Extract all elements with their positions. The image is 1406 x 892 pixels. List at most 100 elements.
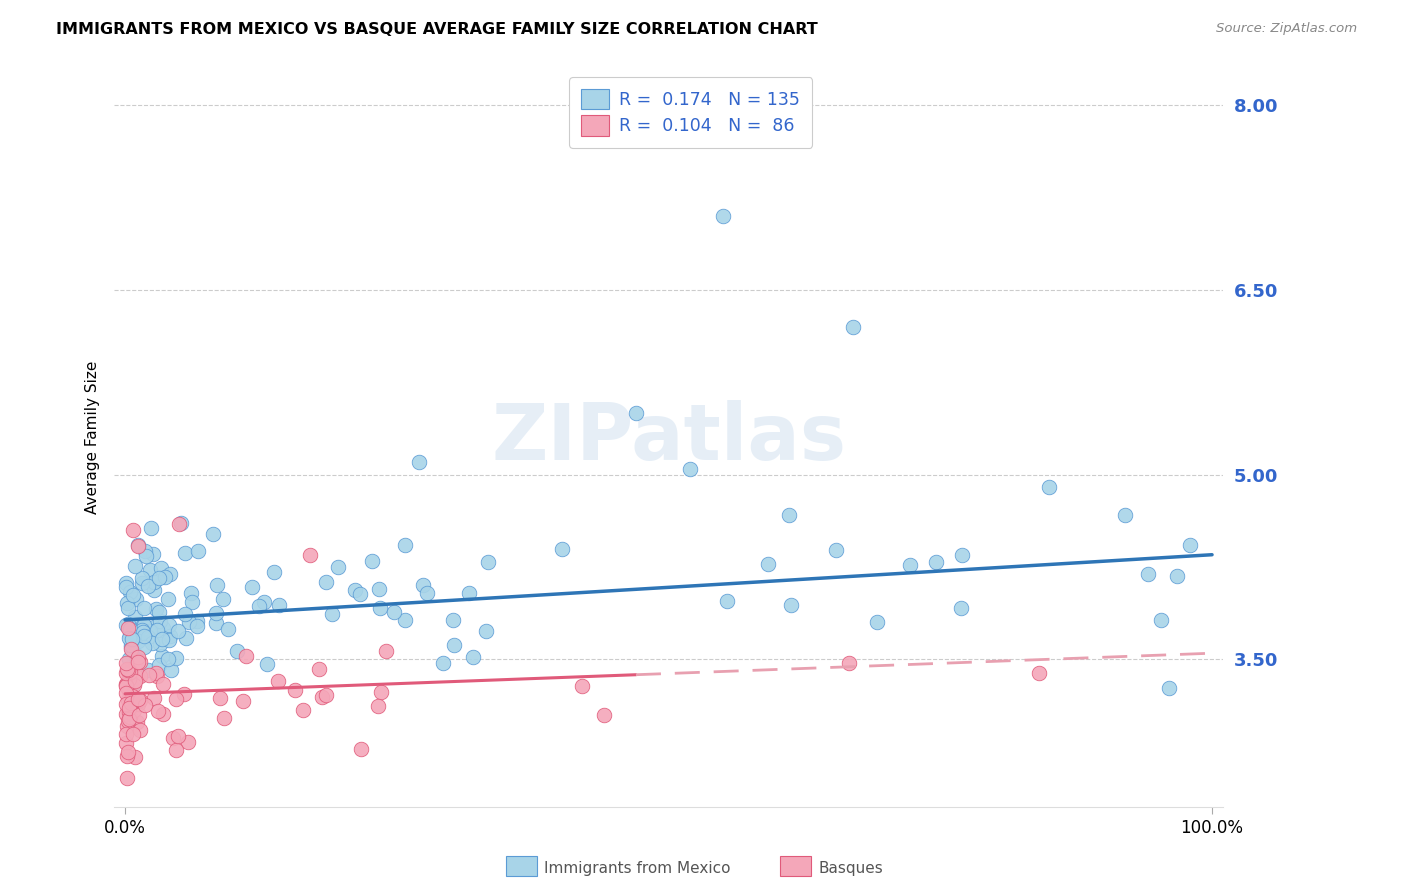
Point — [177, 615, 200, 629]
Point — [120, 626, 142, 640]
Point — [173, 687, 195, 701]
Point — [166, 624, 188, 638]
Point — [463, 649, 485, 664]
Point — [292, 703, 315, 717]
Point — [181, 595, 204, 609]
Point — [477, 555, 499, 569]
Point — [124, 610, 146, 624]
Point — [132, 630, 155, 644]
Point — [253, 595, 276, 609]
Point — [165, 743, 187, 757]
Point — [138, 563, 160, 577]
Point — [115, 666, 138, 681]
Point — [135, 549, 157, 563]
Point — [186, 619, 208, 633]
Point — [408, 455, 430, 469]
Point — [838, 656, 860, 670]
Point — [134, 698, 156, 712]
Point — [143, 574, 166, 589]
Point — [159, 567, 181, 582]
Point — [129, 692, 152, 706]
Point — [115, 618, 138, 632]
Point — [131, 571, 153, 585]
Text: IMMIGRANTS FROM MEXICO VS BASQUE AVERAGE FAMILY SIZE CORRELATION CHART: IMMIGRANTS FROM MEXICO VS BASQUE AVERAGE… — [56, 22, 818, 37]
Point — [127, 655, 149, 669]
Point — [394, 613, 416, 627]
Point — [115, 697, 138, 711]
Text: Immigrants from Mexico: Immigrants from Mexico — [544, 862, 731, 876]
Point — [173, 546, 195, 560]
Point — [138, 624, 160, 638]
Point — [118, 651, 141, 665]
Point — [679, 461, 702, 475]
Point — [1157, 681, 1180, 695]
Point — [115, 677, 138, 691]
Point — [235, 648, 257, 663]
Point — [1166, 568, 1188, 582]
Point — [142, 620, 165, 634]
Point — [115, 719, 138, 733]
Point — [120, 665, 142, 679]
Point — [125, 592, 148, 607]
Point — [360, 554, 382, 568]
Point — [127, 539, 149, 553]
Point — [121, 647, 143, 661]
Point — [778, 508, 800, 522]
Point — [121, 588, 143, 602]
Point — [174, 607, 197, 622]
Point — [624, 406, 647, 420]
Point — [118, 666, 141, 681]
Point — [394, 538, 416, 552]
Point — [148, 571, 170, 585]
Point — [284, 683, 307, 698]
Point — [263, 565, 285, 579]
Point — [475, 624, 498, 638]
Point — [368, 582, 391, 596]
Point — [132, 618, 155, 632]
Point — [267, 598, 290, 612]
Point — [121, 523, 143, 537]
Point — [132, 600, 155, 615]
Point — [148, 704, 170, 718]
Point — [115, 736, 138, 750]
Point — [115, 706, 138, 721]
Point — [711, 209, 734, 223]
Point — [169, 516, 191, 531]
Point — [1137, 566, 1160, 581]
Point — [117, 714, 139, 728]
Point — [416, 586, 439, 600]
Point — [128, 708, 150, 723]
Point — [756, 557, 779, 571]
Point — [176, 632, 198, 646]
Point — [368, 600, 391, 615]
Point — [187, 544, 209, 558]
Point — [129, 669, 152, 683]
Point — [146, 669, 169, 683]
Point — [367, 699, 389, 714]
Point — [186, 614, 208, 628]
Point — [208, 690, 231, 705]
Point — [166, 729, 188, 743]
Point — [866, 615, 889, 629]
Point — [321, 607, 343, 621]
Point — [127, 538, 149, 552]
Point — [176, 735, 198, 749]
Point — [247, 599, 270, 613]
Point — [212, 711, 235, 725]
Point — [204, 615, 226, 630]
Point — [315, 574, 337, 589]
Point — [117, 771, 139, 785]
Point — [156, 591, 179, 606]
Point — [115, 596, 138, 610]
Point — [267, 673, 290, 688]
Point — [780, 598, 803, 612]
Point — [145, 624, 167, 638]
Point — [131, 623, 153, 637]
Point — [148, 605, 170, 619]
Point — [382, 605, 405, 619]
Point — [441, 613, 464, 627]
Point — [949, 600, 972, 615]
Point — [152, 621, 174, 635]
Point — [138, 668, 160, 682]
Point — [1114, 508, 1136, 522]
